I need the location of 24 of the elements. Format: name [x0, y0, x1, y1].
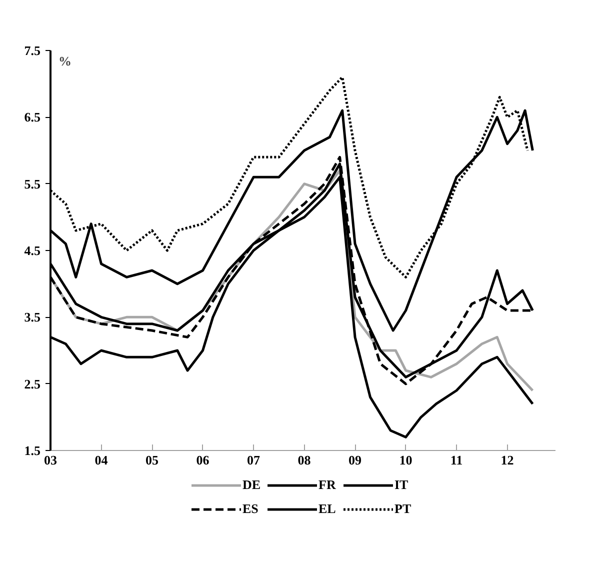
x-tick-label: 08: [298, 452, 312, 468]
legend-label: ES: [242, 501, 260, 517]
x-tick-label: 07: [247, 452, 261, 468]
y-axis-title: %: [58, 54, 72, 68]
y-tick-label: 2.5: [24, 376, 41, 392]
y-tick-label: 5.5: [24, 176, 41, 192]
y-tick-label: 6.5: [24, 110, 41, 125]
x-tick-label: 05: [146, 452, 160, 468]
legend-label: PT: [394, 501, 412, 517]
y-tick-label: 4.5: [24, 243, 41, 258]
x-tick-label: 03: [44, 452, 58, 468]
legend-label: EL: [318, 501, 337, 517]
legend-label: IT: [394, 477, 410, 493]
legend-label: FR: [318, 477, 337, 493]
x-tick-label: 12: [500, 452, 514, 468]
y-tick-label: 3.5: [24, 310, 41, 325]
x-tick-label: 11: [450, 452, 463, 468]
x-tick-label: 06: [196, 452, 210, 468]
legend-label: DE: [242, 477, 262, 493]
x-tick-label: 10: [399, 452, 412, 468]
x-tick-label: 04: [94, 452, 108, 468]
y-tick-label: 7.5: [24, 43, 41, 58]
x-tick-label: 09: [348, 452, 362, 468]
y-tick-label: 1.5: [24, 443, 41, 458]
